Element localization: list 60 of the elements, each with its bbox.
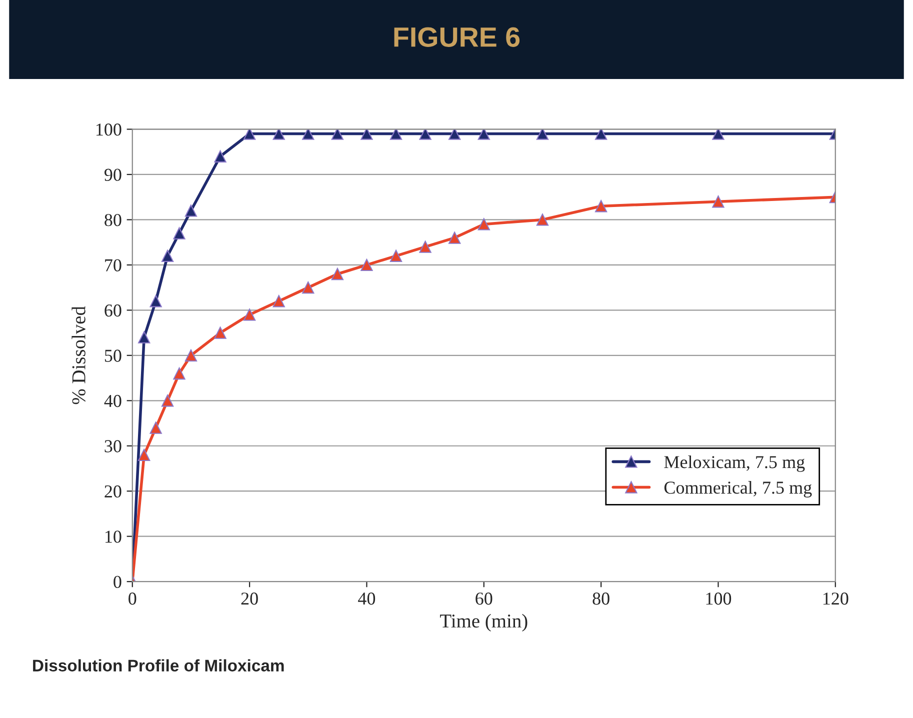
point	[448, 232, 461, 244]
x-tick-label: 40	[358, 592, 376, 605]
point	[536, 129, 549, 140]
point	[536, 214, 549, 226]
y-axis-title: % Dissolved	[72, 306, 86, 404]
point	[138, 448, 150, 461]
x-tick-label: 120	[823, 592, 848, 605]
legend-label: Commerical, 7.5 mg	[664, 481, 812, 498]
point	[173, 227, 186, 240]
y-tick-label: 70	[105, 259, 122, 272]
point	[150, 422, 162, 434]
point	[184, 349, 198, 362]
point	[448, 129, 461, 140]
point	[161, 394, 174, 407]
point	[138, 331, 150, 344]
x-tick-label: 80	[592, 592, 610, 605]
x-tick-label: 100	[706, 592, 732, 605]
y-tick-label: 50	[104, 350, 122, 362]
point	[594, 200, 608, 212]
point	[360, 129, 373, 140]
point	[712, 129, 724, 140]
y-tick-label: 100	[96, 123, 122, 136]
chart-title: FIGURE 6	[394, 27, 520, 47]
point	[243, 308, 256, 321]
point	[272, 129, 285, 140]
y-tick-label: 60	[104, 304, 122, 317]
y-tick-label: 40	[104, 394, 122, 408]
point	[302, 281, 314, 294]
x-tick-label: 20	[241, 592, 258, 605]
point	[594, 129, 608, 140]
point	[390, 129, 402, 140]
point	[161, 250, 174, 262]
y-tick-label: 10	[106, 530, 122, 543]
y-tick-label: 30	[104, 440, 122, 452]
point	[712, 196, 724, 208]
x-tick-label: 60	[476, 592, 492, 605]
point	[331, 268, 344, 280]
legend-label: Meloxicam, 7.5 mg	[664, 455, 805, 472]
y-tick-label: 90	[104, 168, 122, 181]
point	[173, 367, 186, 380]
point	[150, 295, 162, 308]
x-axis-title: Time (min)	[440, 614, 528, 632]
point	[331, 129, 344, 140]
point	[390, 250, 402, 262]
y-tick-label: 80	[104, 214, 122, 226]
y-tick-label: 0	[114, 576, 122, 588]
point	[243, 129, 256, 140]
point	[184, 204, 198, 217]
x-tick-label: 0	[128, 592, 136, 605]
point	[419, 129, 432, 140]
point	[360, 258, 373, 272]
text: Dissolution Profile of Miloxicam	[33, 659, 284, 672]
y-tick-label: 20	[104, 485, 122, 498]
point	[214, 150, 226, 162]
point	[302, 129, 314, 140]
point	[419, 240, 432, 253]
point	[272, 295, 285, 308]
point	[214, 326, 226, 339]
point	[478, 218, 490, 230]
point	[478, 129, 490, 140]
